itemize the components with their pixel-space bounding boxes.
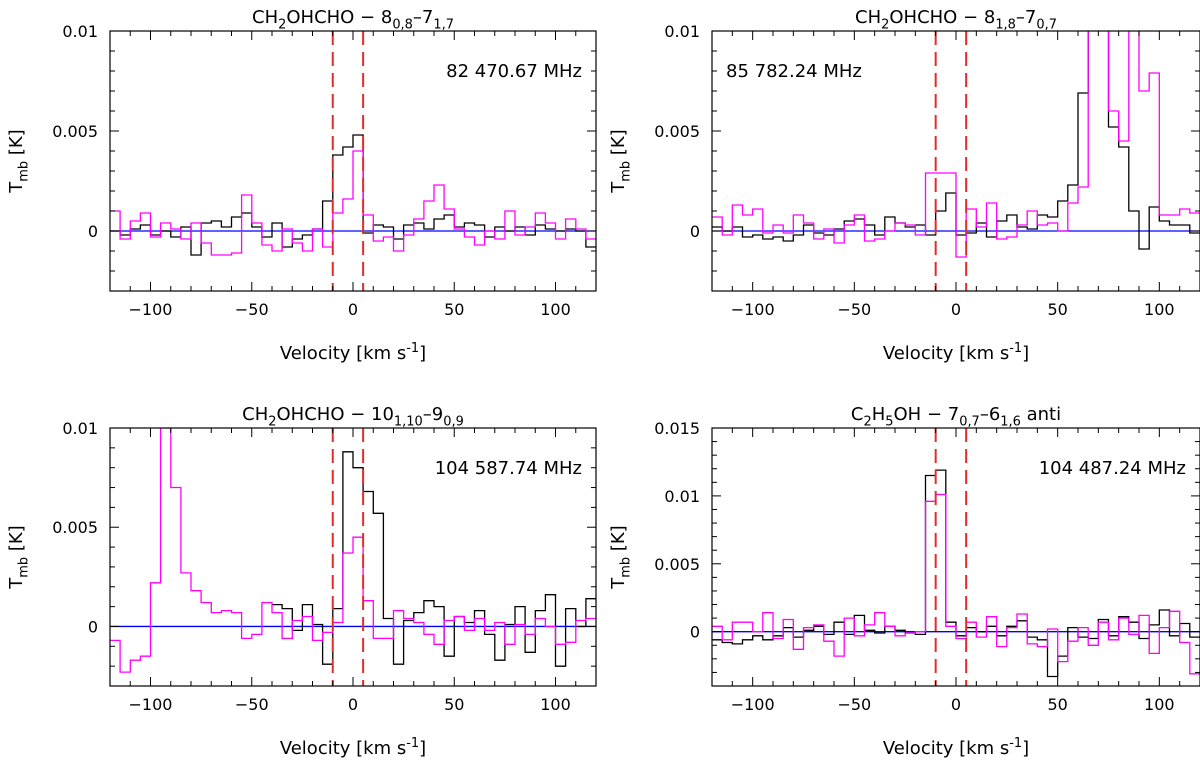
x-tick-label: −100 [129, 695, 173, 714]
x-tick-label: 100 [540, 300, 571, 319]
spectrum-black [272, 451, 596, 667]
x-tick-label: −50 [837, 300, 871, 319]
y-tick-label: 0.01 [62, 22, 98, 41]
spectrum-magenta [110, 150, 596, 256]
y-tick-label: 0.01 [62, 419, 98, 438]
panel-title: C2H5OH − 70,7–61,6 anti [851, 404, 1061, 429]
x-tick-label: 50 [444, 300, 464, 319]
frequency-label: 82 470.67 MHz [446, 61, 582, 82]
x-axis-label: Velocity [km s-1] [280, 736, 426, 759]
spectrum-magenta [712, 31, 1200, 258]
x-tick-label: −100 [731, 300, 775, 319]
panel-4: −100 −50 0 50 100 0 0.005 0.01 0.015 C2H5OH − 70,… [608, 404, 1200, 759]
x-tick-label: 100 [1144, 695, 1175, 714]
panel-2: −100 −50 0 50 100 0 0.005 0.01 CH2OHCHO − 81,8–7… [608, 7, 1200, 364]
panel-title: CH2OHCHO − 101,10–90,9 [242, 404, 464, 429]
y-tick-label: 0.01 [664, 487, 700, 506]
x-tick-label: 0 [348, 300, 358, 319]
x-axis-label: Velocity [km s-1] [883, 341, 1029, 364]
y-tick-label: 0.015 [654, 419, 700, 438]
x-tick-label: −50 [235, 695, 269, 714]
x-tick-label: −100 [731, 695, 775, 714]
x-tick-label: 50 [444, 695, 464, 714]
panel-title: CH2OHCHO − 81,8–70,7 [855, 7, 1057, 32]
x-tick-label: −50 [235, 300, 269, 319]
plot-area [712, 428, 1200, 686]
x-tick-label: 50 [1047, 695, 1067, 714]
x-axis-label: Velocity [km s-1] [883, 736, 1029, 759]
y-tick-label: 0 [88, 222, 98, 241]
y-tick-label: 0 [88, 617, 98, 636]
plot-area [712, 31, 1200, 291]
spectrum-magenta [110, 428, 596, 673]
panel-3: −100 −50 0 50 100 0 0.005 0.01 CH2OHCHO − 101,10… [6, 404, 597, 759]
x-tick-label: −100 [129, 300, 173, 319]
plot-area [110, 31, 596, 291]
x-tick-label: 100 [540, 695, 571, 714]
panel-title: CH2OHCHO − 80,8–71,7 [252, 7, 454, 32]
y-axis-label: Tmb [K] [608, 129, 633, 193]
x-tick-label: 50 [1047, 300, 1067, 319]
y-axis-label: Tmb [K] [608, 525, 633, 589]
frequency-label: 104 587.74 MHz [435, 458, 582, 479]
x-tick-label: 0 [951, 300, 961, 319]
plot-area [110, 428, 596, 686]
y-axis-label: Tmb [K] [6, 129, 31, 193]
x-tick-label: 0 [348, 695, 358, 714]
y-axis-label: Tmb [K] [6, 525, 31, 589]
spectrum-magenta [712, 493, 1200, 675]
x-axis-label: Velocity [km s-1] [280, 341, 426, 364]
y-tick-label: 0.005 [654, 555, 700, 574]
y-tick-label: 0 [690, 623, 700, 642]
x-tick-label: 100 [1144, 300, 1175, 319]
spectrum-black [712, 469, 1200, 678]
y-tick-label: 0.005 [52, 518, 98, 537]
x-tick-label: 0 [951, 695, 961, 714]
panel-1: −100 −50 0 50 100 0 0.005 0.01 CH2OHCHO − 80,8–7… [6, 7, 597, 364]
y-tick-label: 0 [690, 222, 700, 241]
y-tick-label: 0.01 [664, 22, 700, 41]
y-tick-label: 0.005 [654, 122, 700, 141]
y-tick-label: 0.005 [52, 122, 98, 141]
x-tick-label: −50 [837, 695, 871, 714]
frequency-label: 104 487.24 MHz [1039, 458, 1186, 479]
frequency-label: 85 782.24 MHz [726, 61, 862, 82]
